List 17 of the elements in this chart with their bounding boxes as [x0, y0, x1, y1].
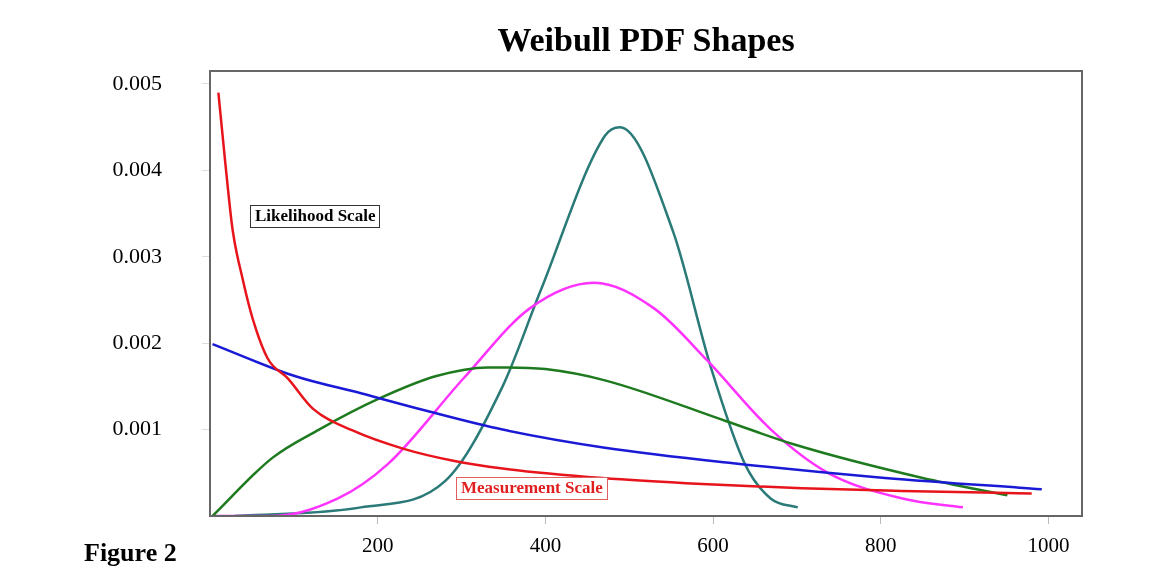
annotation: Measurement Scale [456, 477, 608, 500]
line-series [217, 91, 1033, 495]
y-tick-label: 0.001 [112, 415, 162, 441]
x-tick-label: 400 [529, 533, 562, 558]
y-tick-label: 0.003 [112, 242, 162, 268]
annotation: Likelihood Scale [250, 205, 381, 228]
x-tick-label: 800 [865, 533, 897, 558]
line-series [211, 342, 1043, 491]
y-tick-label: 0.002 [112, 328, 162, 354]
x-tick-label: 600 [697, 533, 729, 558]
y-tick-label: 0.005 [112, 69, 162, 95]
line-series [211, 366, 1009, 516]
caption: Figure 2 [80, 538, 181, 569]
chart-title: Weibull PDF Shapes [497, 20, 795, 58]
x-tick-label: 1000 [1027, 533, 1070, 558]
x-tick-label: 200 [361, 533, 394, 558]
y-tick-label: 0.004 [112, 156, 162, 182]
